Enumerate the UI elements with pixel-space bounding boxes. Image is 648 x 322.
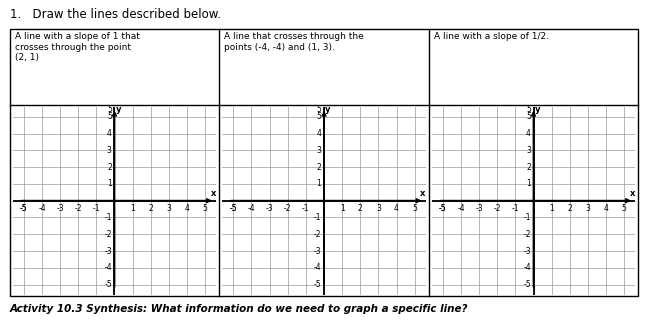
Text: 3: 3 xyxy=(107,146,111,155)
Text: -4: -4 xyxy=(38,204,46,213)
Text: y: y xyxy=(325,105,330,114)
Text: 5: 5 xyxy=(526,105,531,114)
Text: 1: 1 xyxy=(107,179,111,188)
Text: 3: 3 xyxy=(376,204,381,213)
Text: -4: -4 xyxy=(523,263,531,272)
Text: -3: -3 xyxy=(314,247,321,256)
Text: -2: -2 xyxy=(494,204,501,213)
Text: -1: -1 xyxy=(302,204,310,213)
Text: -5: -5 xyxy=(20,204,28,213)
Text: -1: -1 xyxy=(104,213,111,222)
Text: y: y xyxy=(115,105,121,114)
Text: -3: -3 xyxy=(266,204,273,213)
Text: -1: -1 xyxy=(512,204,519,213)
Text: -4: -4 xyxy=(457,204,465,213)
Text: -2: -2 xyxy=(75,204,82,213)
Text: 2: 2 xyxy=(358,204,363,213)
Text: 3: 3 xyxy=(167,204,171,213)
Text: 5: 5 xyxy=(316,112,321,121)
Text: 2: 2 xyxy=(316,163,321,172)
Text: -4: -4 xyxy=(248,204,255,213)
Text: 1: 1 xyxy=(130,204,135,213)
Text: 1: 1 xyxy=(340,204,345,213)
Text: -5: -5 xyxy=(104,280,111,289)
Text: -5: -5 xyxy=(439,204,446,213)
Text: 5: 5 xyxy=(316,105,321,114)
Text: 4: 4 xyxy=(526,129,531,138)
Text: A line that crosses through the
points (-4, -4) and (1, 3).: A line that crosses through the points (… xyxy=(224,32,364,52)
Text: -5: -5 xyxy=(20,204,28,213)
Text: 1: 1 xyxy=(526,179,531,188)
Text: x: x xyxy=(630,189,635,198)
Text: 2: 2 xyxy=(107,163,111,172)
Text: 1: 1 xyxy=(550,204,554,213)
Text: -5: -5 xyxy=(229,204,237,213)
Text: -2: -2 xyxy=(104,230,111,239)
Text: -5: -5 xyxy=(523,280,531,289)
Text: 1.   Draw the lines described below.: 1. Draw the lines described below. xyxy=(10,8,221,21)
Text: -5: -5 xyxy=(229,204,237,213)
Text: x: x xyxy=(420,189,426,198)
Text: Activity 10.3 Synthesis: What information do we need to graph a specific line?: Activity 10.3 Synthesis: What informatio… xyxy=(10,304,469,314)
Text: -1: -1 xyxy=(314,213,321,222)
Text: 5: 5 xyxy=(621,204,627,213)
Text: -4: -4 xyxy=(314,263,321,272)
Text: 2: 2 xyxy=(526,163,531,172)
Text: -2: -2 xyxy=(524,230,531,239)
Text: 5: 5 xyxy=(107,112,111,121)
Text: 5: 5 xyxy=(526,112,531,121)
Text: 4: 4 xyxy=(316,129,321,138)
Text: 3: 3 xyxy=(316,146,321,155)
Text: -2: -2 xyxy=(284,204,292,213)
Text: 2: 2 xyxy=(148,204,153,213)
Text: -5: -5 xyxy=(439,204,446,213)
Text: -3: -3 xyxy=(523,247,531,256)
Text: 4: 4 xyxy=(107,129,111,138)
Text: 1: 1 xyxy=(316,179,321,188)
Text: 5: 5 xyxy=(107,105,111,114)
Text: -2: -2 xyxy=(314,230,321,239)
Text: y: y xyxy=(535,105,540,114)
Text: -3: -3 xyxy=(56,204,64,213)
Text: 2: 2 xyxy=(568,204,572,213)
Text: A line with a slope of 1 that
crosses through the point
(2, 1): A line with a slope of 1 that crosses th… xyxy=(15,32,140,62)
Text: -5: -5 xyxy=(314,280,321,289)
Text: 4: 4 xyxy=(185,204,189,213)
Text: 4: 4 xyxy=(603,204,608,213)
Text: A line with a slope of 1/2.: A line with a slope of 1/2. xyxy=(434,32,549,41)
Text: -1: -1 xyxy=(93,204,100,213)
Text: x: x xyxy=(211,189,216,198)
Text: -4: -4 xyxy=(104,263,111,272)
Text: -3: -3 xyxy=(476,204,483,213)
Text: -3: -3 xyxy=(104,247,111,256)
Text: 4: 4 xyxy=(394,204,399,213)
Text: 3: 3 xyxy=(526,146,531,155)
Text: 3: 3 xyxy=(586,204,590,213)
Text: 5: 5 xyxy=(203,204,207,213)
Text: -1: -1 xyxy=(524,213,531,222)
Text: 5: 5 xyxy=(412,204,417,213)
